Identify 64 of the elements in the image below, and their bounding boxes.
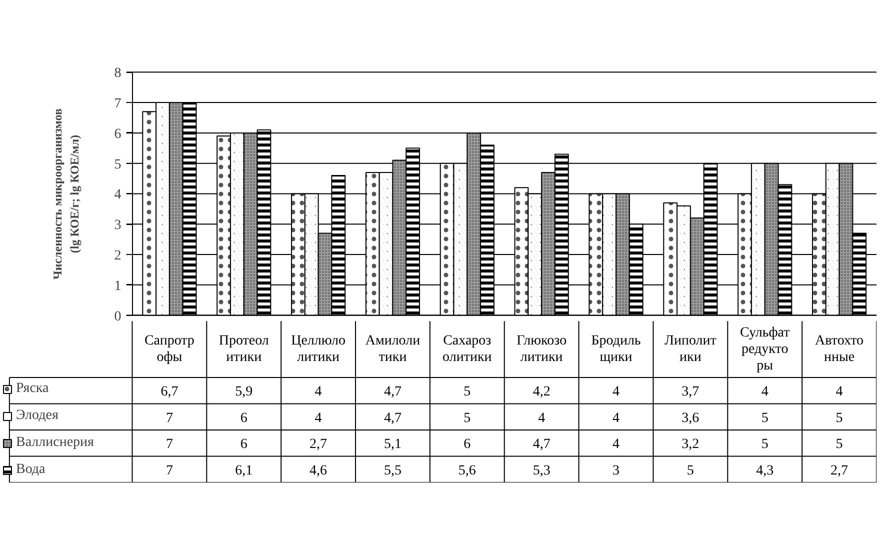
data-label: 7 xyxy=(166,437,173,452)
data-label: 5 xyxy=(761,410,768,426)
data-label: 4 xyxy=(612,437,620,452)
data-label: 4,7 xyxy=(384,410,402,426)
data-label: 6 xyxy=(240,410,248,426)
data-label: 4,3 xyxy=(756,463,774,478)
x-tick-label: Сахарозолитики xyxy=(442,334,492,366)
data-label: 3,7 xyxy=(682,384,700,400)
x-tick-label: Глюкозолитики xyxy=(516,334,567,366)
data-label: 3,6 xyxy=(682,410,700,426)
data-label: 6 xyxy=(240,437,248,452)
data-label: 3 xyxy=(612,463,620,478)
x-tick-label: Сапротрофы xyxy=(144,334,194,366)
data-label: 5 xyxy=(761,437,768,452)
data-label: 2,7 xyxy=(830,463,848,478)
data-label: 5 xyxy=(464,410,471,426)
data-label: 4 xyxy=(538,410,546,426)
data-label: 6,1 xyxy=(235,463,253,478)
data-label: 5 xyxy=(836,437,843,452)
y-tick-label: 5 xyxy=(114,157,122,172)
legend-label: Вода xyxy=(16,460,46,478)
data-label: 5 xyxy=(686,463,694,478)
x-tick-label: Бродильщики xyxy=(591,334,641,366)
y-tick-label: 4 xyxy=(114,188,122,203)
data-label: 4 xyxy=(314,410,322,426)
data-label: 7 xyxy=(166,410,173,426)
data-label: 5,9 xyxy=(235,384,253,400)
data-label: 3,2 xyxy=(682,437,700,452)
y-tick-label: 1 xyxy=(114,278,122,294)
data-label: 5 xyxy=(836,410,843,426)
x-tick-label: Амилолитики xyxy=(365,334,421,366)
data-label: 4,7 xyxy=(384,384,402,400)
data-label: 4,7 xyxy=(532,437,550,452)
data-label: 4 xyxy=(612,410,620,426)
y-tick-label: 2 xyxy=(114,248,122,264)
data-label: 5,1 xyxy=(384,437,402,452)
data-label: 4,2 xyxy=(532,384,550,400)
data-label: 5,5 xyxy=(384,463,402,478)
legend-label: Ряска xyxy=(16,380,49,398)
data-label: 6,7 xyxy=(160,384,178,400)
data-label: 4 xyxy=(761,384,768,400)
x-tick-label: Липолитики xyxy=(664,334,716,366)
data-label: 4 xyxy=(612,384,620,400)
y-axis-title: Численность микроорганизмов (lg КОЕ/г; lg КОЕ/мл) xyxy=(50,108,82,280)
y-tick-label: 6 xyxy=(114,126,122,142)
data-label: 2,7 xyxy=(310,437,328,452)
x-tick-label: Сульфатредукторы xyxy=(740,325,790,374)
y-tick-label: 0 xyxy=(114,309,122,324)
data-label: 5 xyxy=(464,384,471,400)
x-tick-label: Автохтонные xyxy=(815,334,864,366)
data-label: 4 xyxy=(836,384,843,400)
data-label: 5,3 xyxy=(532,463,550,478)
data-label: 5,6 xyxy=(458,463,476,478)
y-tick-label: 7 xyxy=(114,96,122,112)
y-tick-label: 3 xyxy=(114,218,122,234)
x-tick-label: Протеолитики xyxy=(218,334,269,366)
y-tick-label: 8 xyxy=(114,66,122,82)
data-label: 4,6 xyxy=(310,463,328,478)
data-label: 4 xyxy=(314,384,322,400)
data-label: 6 xyxy=(464,437,471,452)
legend-label: Элодея xyxy=(16,406,58,424)
data-label: 7 xyxy=(166,463,173,478)
x-tick-label: Целлюлолитики xyxy=(291,334,346,366)
legend-label: Валлиснерия xyxy=(16,434,94,452)
